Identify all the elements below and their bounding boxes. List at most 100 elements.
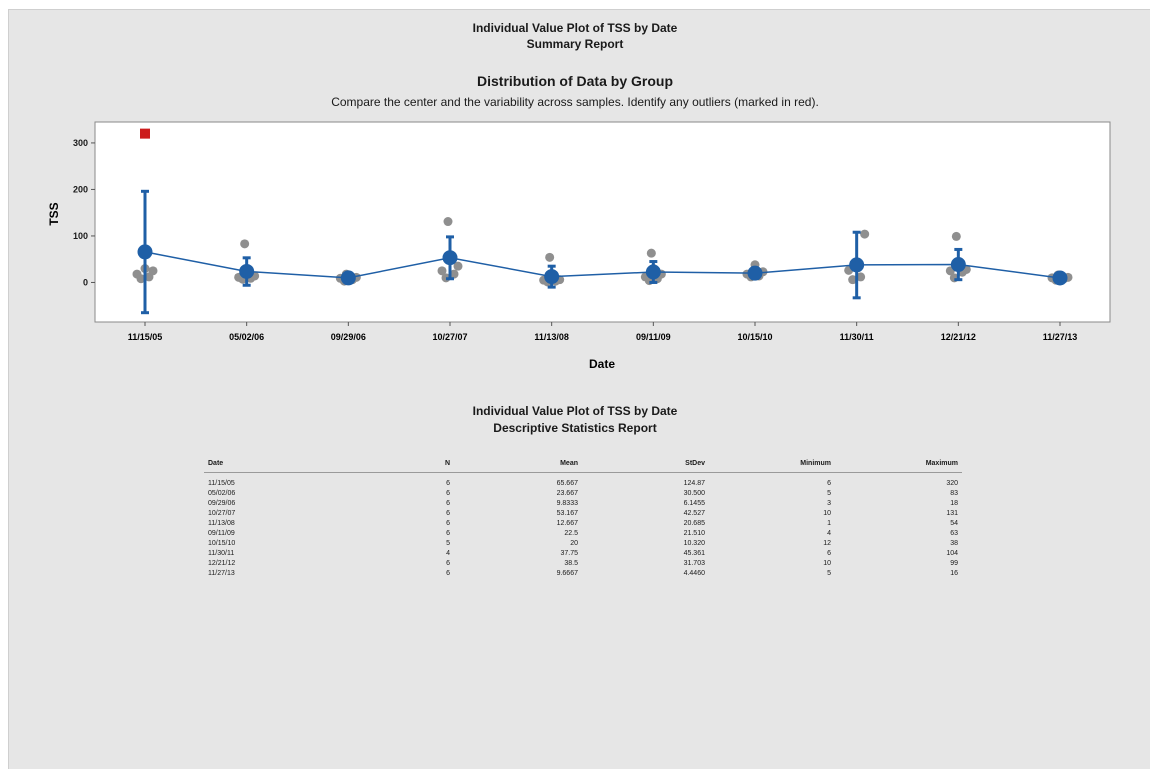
x-tick-label: 05/02/06: [229, 332, 264, 342]
cell-stdev: 4.4460: [683, 570, 705, 577]
individual-value-plot: 0 100 200 300 TSS 11/15/05 05/02/06 09/29/06 10/…: [47, 121, 1111, 371]
cell-n: 6: [446, 510, 450, 517]
cell-max: 83: [950, 490, 958, 497]
outlier-point: [140, 128, 150, 139]
cell-max: 18: [950, 500, 958, 507]
cell-mean: 53.167: [556, 510, 578, 517]
header-stdev: StDev: [582, 455, 709, 473]
plot-area: [94, 121, 1111, 323]
header-date: Date: [204, 455, 324, 473]
cell-n: 4: [446, 550, 450, 557]
cell-date: 09/11/09: [208, 530, 235, 537]
cell-stdev: 21.510: [683, 530, 705, 537]
cell-n: 6: [446, 570, 450, 577]
mean-marker: [1052, 270, 1068, 286]
data-point: [449, 269, 459, 279]
header-mean: Mean: [454, 455, 582, 473]
table-row: 11/15/05 6 65.667 124.87 6 320: [204, 473, 962, 490]
data-point: [646, 248, 656, 258]
cell-mean: 9.6667: [556, 570, 578, 577]
cell-max: 63: [950, 530, 958, 537]
cell-min: 5: [827, 490, 831, 497]
cell-date: 10/15/10: [208, 540, 236, 547]
distribution-subtitle: Compare the center and the variability a…: [331, 95, 819, 109]
y-axis-label: TSS: [47, 202, 61, 225]
cell-min: 4: [827, 530, 831, 537]
table-row: 11/27/13 6 9.6667 4.4460 5 16: [204, 569, 962, 579]
table-row: 05/02/06 6 23.667 30.500 5 83: [204, 489, 962, 499]
data-point: [132, 269, 142, 279]
table-body: 11/15/05 6 65.667 124.87 6 320 05/02/06 6 23.667…: [204, 473, 962, 580]
cell-min: 3: [827, 500, 831, 507]
cell-max: 320: [946, 480, 958, 487]
cell-n: 6: [446, 530, 450, 537]
mean-marker: [137, 244, 153, 260]
table-row: 09/11/09 6 22.5 21.510 4 63: [204, 529, 962, 539]
cell-date: 11/27/13: [208, 570, 235, 577]
mean-connect-line: [144, 251, 1061, 279]
data-point: [240, 239, 250, 249]
data-point: [848, 275, 858, 285]
x-axis-label: Date: [589, 357, 615, 371]
cell-mean: 22.5: [564, 530, 578, 537]
cell-n: 6: [446, 500, 450, 507]
x-tick-label: 11/13/08: [534, 332, 569, 342]
table-row: 11/30/11 4 37.75 45.361 6 104: [204, 549, 962, 559]
cell-stdev: 6.1455: [683, 500, 705, 507]
y-tick-label: 200: [73, 184, 88, 194]
mean-marker: [340, 270, 356, 286]
cell-n: 6: [446, 560, 450, 567]
y-tick-label: 100: [73, 231, 88, 241]
y-tick-label: 0: [83, 277, 88, 287]
cell-date: 11/15/05: [208, 480, 235, 487]
x-tick-label: 10/15/10: [737, 332, 772, 342]
summary-report-title: Individual Value Plot of TSS by Date: [472, 21, 678, 35]
mean-marker: [645, 264, 661, 280]
cell-stdev: 42.527: [683, 510, 705, 517]
cell-max: 104: [946, 550, 958, 557]
cell-date: 09/29/06: [208, 500, 236, 507]
x-tick-label: 11/15/05: [128, 332, 163, 342]
cell-min: 10: [823, 510, 831, 517]
cell-mean: 65.667: [556, 480, 578, 487]
cell-min: 6: [827, 480, 831, 487]
cell-stdev: 20.685: [683, 520, 705, 527]
header-maximum: Maximum: [835, 455, 962, 473]
cell-mean: 20: [570, 540, 578, 547]
x-tick-label: 09/29/06: [331, 332, 366, 342]
cell-min: 6: [827, 550, 831, 557]
cell-stdev: 45.361: [683, 550, 705, 557]
cell-mean: 37.75: [560, 550, 578, 557]
stats-report-subtitle: Descriptive Statistics Report: [493, 421, 657, 435]
cell-min: 10: [823, 560, 831, 567]
y-tick-label: 300: [73, 138, 88, 148]
summary-report-subtitle: Summary Report: [526, 37, 624, 51]
table-header-row: Date N Mean StDev Minimum Maximum: [204, 455, 962, 473]
cell-stdev: 31.703: [683, 560, 705, 567]
cell-mean: 12.667: [556, 520, 578, 527]
data-point: [437, 266, 447, 276]
data-point: [951, 231, 961, 241]
table-row: 11/13/08 6 12.667 20.685 1 54: [204, 519, 962, 529]
cell-max: 16: [950, 570, 958, 577]
mean-marker: [747, 265, 763, 281]
cell-date: 05/02/06: [208, 490, 236, 497]
cell-n: 6: [446, 520, 450, 527]
cell-stdev: 10.320: [683, 540, 705, 547]
cell-stdev: 124.87: [683, 480, 705, 487]
cell-max: 38: [950, 540, 958, 547]
cell-date: 10/27/07: [208, 510, 236, 517]
distribution-title: Distribution of Data by Group: [477, 73, 673, 89]
x-tick-label: 09/11/09: [636, 332, 671, 342]
mean-marker: [442, 250, 458, 266]
data-point: [545, 252, 555, 262]
mean-marker: [950, 257, 966, 273]
mean-marker: [544, 269, 560, 285]
cell-stdev: 30.500: [683, 490, 705, 497]
cell-date: 12/21/12: [208, 560, 236, 567]
data-point: [860, 229, 870, 239]
data-point: [453, 261, 463, 271]
x-tick-label: 11/27/13: [1043, 332, 1078, 342]
table-row: 12/21/12 6 38.5 31.703 10 99: [204, 559, 962, 569]
header-minimum: Minimum: [709, 455, 835, 473]
